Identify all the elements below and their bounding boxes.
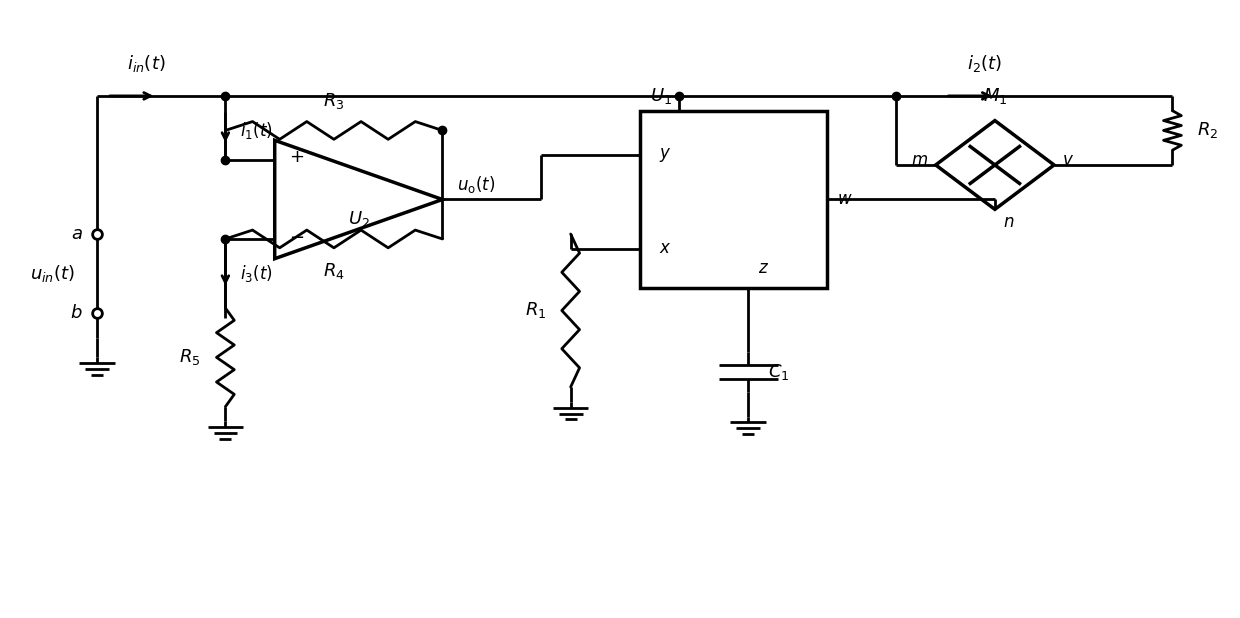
Text: $R_3$: $R_3$ <box>324 91 345 111</box>
Text: $i_2(t)$: $i_2(t)$ <box>967 53 1002 74</box>
Text: $n$: $n$ <box>1003 214 1014 231</box>
Text: $U_1$: $U_1$ <box>650 86 672 106</box>
Text: $C_1$: $C_1$ <box>768 362 790 382</box>
Text: $R_4$: $R_4$ <box>324 261 345 281</box>
Text: $a$: $a$ <box>71 225 82 243</box>
Text: $x$: $x$ <box>660 240 672 257</box>
Text: $b$: $b$ <box>69 304 82 322</box>
Text: +: + <box>289 148 304 166</box>
Text: $R_1$: $R_1$ <box>525 300 546 321</box>
Text: $y$: $y$ <box>660 146 672 164</box>
Text: $z$: $z$ <box>758 260 769 277</box>
Text: $M_1$: $M_1$ <box>982 86 1007 106</box>
Text: $u_{in}(t)$: $u_{in}(t)$ <box>30 263 76 284</box>
Text: $R_5$: $R_5$ <box>180 347 201 367</box>
Bar <box>640 111 827 288</box>
Text: $m$: $m$ <box>910 151 928 169</box>
Text: $u_{\mathrm{o}}(t)$: $u_{\mathrm{o}}(t)$ <box>458 174 496 195</box>
Text: $R_2$: $R_2$ <box>1197 121 1219 140</box>
Text: $i_{in}(t)$: $i_{in}(t)$ <box>128 53 166 74</box>
Text: $U_2$: $U_2$ <box>347 210 370 229</box>
Text: $i_1(t)$: $i_1(t)$ <box>241 120 273 141</box>
Text: $w$: $w$ <box>837 191 853 208</box>
Text: $i_3(t)$: $i_3(t)$ <box>241 263 273 284</box>
Text: $-$: $-$ <box>289 227 304 245</box>
Text: $v$: $v$ <box>1061 151 1074 169</box>
